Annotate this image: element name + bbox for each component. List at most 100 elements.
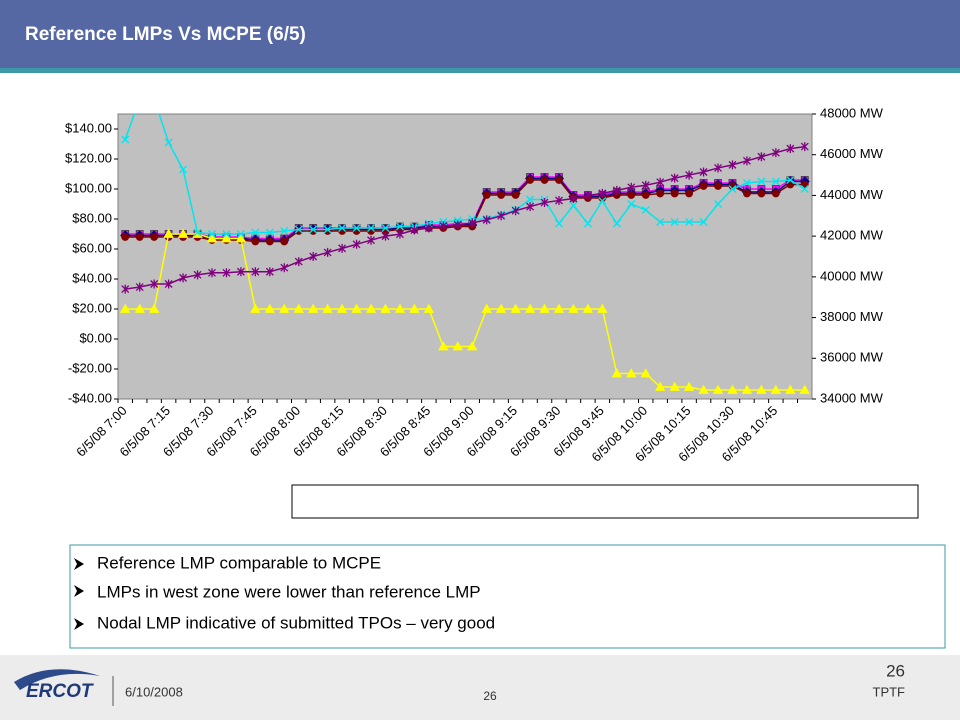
marker	[395, 222, 404, 231]
marker	[770, 384, 782, 394]
marker	[540, 176, 549, 184]
marker	[236, 267, 245, 277]
marker	[164, 138, 173, 147]
marker	[365, 303, 377, 313]
marker	[452, 341, 463, 351]
marker	[438, 341, 449, 351]
marker	[553, 303, 565, 313]
bullet-box	[69, 544, 946, 649]
marker	[280, 263, 289, 273]
marker	[280, 227, 289, 235]
marker	[423, 303, 435, 313]
marker	[598, 188, 607, 198]
marker	[727, 384, 738, 394]
y-tick-label: $40.00	[72, 270, 112, 285]
marker	[208, 230, 216, 238]
marker	[641, 206, 650, 214]
marker	[121, 233, 130, 241]
bullet: Reference LMP comparable to MCPE	[97, 553, 381, 572]
marker	[338, 224, 347, 232]
marker	[264, 303, 275, 313]
marker	[741, 384, 753, 394]
marker	[742, 156, 751, 166]
marker	[670, 218, 679, 226]
marker	[280, 237, 289, 246]
marker	[524, 303, 536, 313]
marker	[511, 206, 520, 216]
slide-number: 26	[886, 661, 905, 680]
y-tick-label: $140.00	[65, 120, 112, 135]
y-tick-label: -$40.00	[68, 390, 112, 405]
marker	[611, 368, 622, 378]
marker	[309, 225, 318, 234]
marker	[135, 233, 144, 241]
marker	[743, 189, 751, 198]
marker	[265, 237, 274, 246]
marker	[497, 191, 506, 199]
marker	[555, 176, 563, 184]
marker	[539, 303, 550, 313]
marker	[293, 303, 304, 313]
marker	[757, 189, 766, 198]
logo: ERCOT	[26, 681, 94, 702]
marker	[757, 177, 766, 186]
series-line	[124, 114, 806, 235]
marker	[134, 303, 145, 313]
marker	[582, 303, 594, 313]
marker	[497, 211, 506, 221]
marker	[308, 303, 319, 313]
y2-tick-label: 46000 MW	[820, 146, 884, 161]
marker	[785, 384, 796, 394]
marker	[786, 144, 795, 154]
series-line	[125, 145, 805, 290]
marker	[236, 230, 245, 238]
y2-tick-label: 38000 MW	[820, 309, 884, 324]
header-bar	[0, 0, 960, 68]
marker	[799, 384, 810, 394]
marker	[251, 237, 260, 246]
marker	[265, 228, 274, 237]
marker	[555, 219, 563, 228]
marker	[395, 229, 404, 239]
marker	[597, 303, 608, 313]
marker	[294, 227, 303, 235]
marker	[670, 189, 679, 198]
bullet: LMPs in west zone were lower than refere…	[97, 582, 481, 601]
marker	[467, 341, 478, 351]
marker	[179, 165, 188, 174]
series-layer	[120, 114, 810, 394]
marker	[771, 189, 780, 198]
logo-swoosh	[14, 669, 100, 690]
y2-tick-label: 36000 MW	[820, 350, 884, 365]
bullet: Nodal LMP indicative of submitted TPOs –…	[97, 613, 495, 632]
marker	[583, 219, 592, 228]
marker	[206, 233, 218, 243]
marker	[612, 219, 621, 228]
marker	[626, 368, 637, 378]
marker	[656, 177, 665, 187]
marker	[627, 191, 636, 199]
footer-bar	[0, 655, 960, 720]
marker	[598, 197, 607, 205]
footer-date: 6/10/2008	[125, 684, 183, 699]
y-tick-label: -$20.00	[68, 360, 112, 375]
marker	[728, 185, 737, 193]
marker	[481, 303, 492, 313]
marker	[685, 189, 694, 198]
footer-org: TPTF	[873, 684, 906, 699]
marker	[699, 218, 708, 226]
marker	[656, 189, 665, 198]
marker	[771, 177, 780, 186]
marker	[323, 247, 332, 257]
marker	[685, 170, 694, 180]
marker	[294, 257, 303, 267]
marker	[150, 233, 159, 241]
marker	[221, 233, 232, 243]
marker	[193, 270, 202, 280]
marker	[381, 224, 390, 232]
y-tick-label: $80.00	[72, 210, 112, 225]
marker	[179, 273, 188, 283]
marker	[800, 142, 809, 152]
y2-tick-label: 44000 MW	[820, 187, 884, 202]
y-tick-label: $100.00	[65, 180, 112, 195]
